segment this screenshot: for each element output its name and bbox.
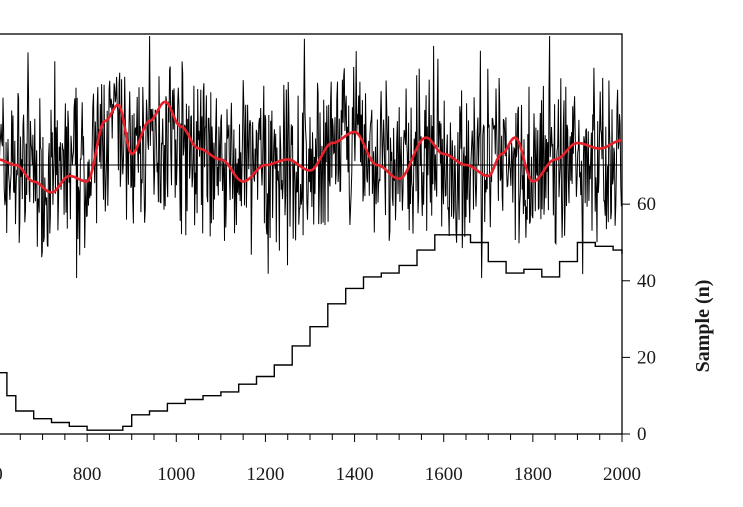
x-tick-label: 2000 (603, 464, 641, 485)
right-y-axis: 0 20 40 60 (622, 194, 656, 445)
x-tick-label: 1600 (425, 464, 463, 485)
raw-series (0, 35, 622, 279)
y2-tick-label: 20 (637, 347, 656, 368)
raw-line (0, 35, 622, 279)
smoothed-series (0, 100, 623, 194)
y2-tick-label: 60 (637, 194, 656, 215)
y2-tick-label: 0 (637, 424, 647, 445)
right-axis-title: Sample (n) (692, 280, 714, 373)
x-tick-label: 1000 (157, 464, 195, 485)
x-tick-label: 0 (0, 464, 3, 485)
x-tick-label: 1800 (514, 464, 552, 485)
x-tick-label: 800 (73, 464, 102, 485)
sample-line (0, 234, 623, 431)
x-axis: 0 800 1000 1200 1400 1600 1800 2000 (0, 434, 641, 485)
smoothed-line (0, 100, 623, 194)
x-tick-label: 1400 (336, 464, 374, 485)
y2-tick-label: 40 (637, 271, 656, 292)
x-tick-label: 1200 (246, 464, 284, 485)
sample-series (0, 234, 623, 431)
